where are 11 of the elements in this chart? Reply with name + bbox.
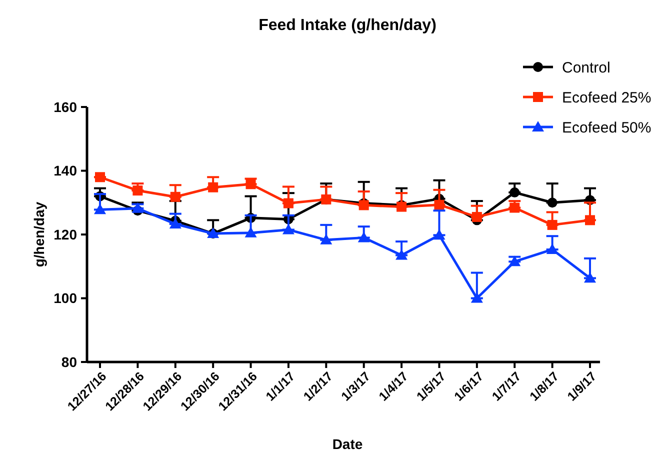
- legend-label: Control: [562, 59, 610, 76]
- y-tick-label: 120: [54, 226, 78, 242]
- y-tick-label: 140: [54, 162, 78, 179]
- x-axis-title: Date: [332, 436, 363, 452]
- y-tick-label: 160: [54, 98, 78, 115]
- legend-label: Ecofeed 50%: [562, 119, 652, 136]
- chart-title: Feed Intake (g/hen/day): [258, 17, 436, 34]
- y-tick-label: 80: [61, 354, 78, 370]
- legend-label: Ecofeed 25%: [562, 89, 652, 106]
- y-tick-label: 100: [54, 290, 78, 306]
- y-axis-title: g/hen/day: [31, 202, 47, 268]
